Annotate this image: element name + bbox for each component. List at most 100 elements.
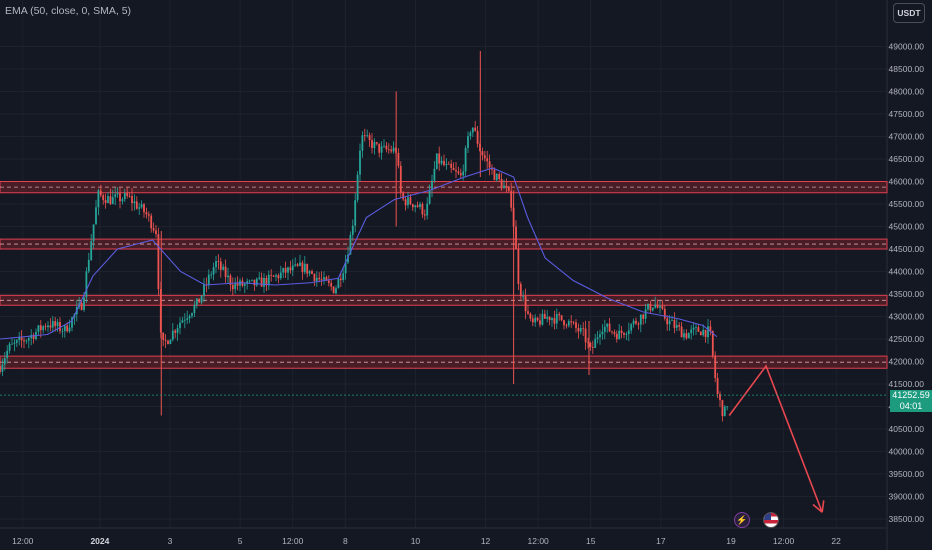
candle-body (632, 320, 635, 325)
candle-body (354, 200, 357, 226)
candle-body (99, 190, 102, 196)
candle-body (481, 151, 484, 156)
candle-body (495, 173, 498, 181)
candle-body (582, 328, 585, 329)
candle-body (361, 135, 364, 151)
us-flag-icon[interactable] (763, 512, 779, 528)
candle-body (404, 199, 407, 206)
candle-body (443, 160, 445, 166)
candle-body (330, 282, 333, 287)
price-tick-label: 40500.00 (889, 424, 925, 434)
candle-body (459, 173, 462, 176)
candle-body (512, 207, 515, 227)
candle-body (301, 262, 304, 273)
candle-body (260, 277, 263, 287)
candle-body (191, 313, 193, 317)
candle-body (567, 321, 570, 326)
candle-body (18, 337, 21, 341)
candle-body (299, 262, 301, 266)
candle-body (397, 152, 400, 166)
candle-body (606, 323, 609, 327)
candle-body (464, 147, 467, 172)
candle-body (668, 320, 671, 325)
candle-body (332, 286, 335, 294)
candle-body (642, 314, 645, 319)
candle-body (450, 163, 453, 168)
candle-body (49, 325, 52, 328)
candle-body (87, 259, 90, 272)
candle-body (675, 325, 678, 328)
candle-body (431, 180, 433, 191)
candle-body (714, 355, 717, 379)
candle-body (107, 196, 109, 203)
candle-body (20, 337, 23, 341)
price-tick-label: 39000.00 (889, 492, 925, 502)
candle-body (587, 342, 589, 344)
candle-body (109, 196, 112, 205)
candle-body (284, 268, 287, 273)
time-tick-label: 15 (586, 536, 596, 546)
ema-polyline (0, 167, 718, 340)
candle-body (455, 169, 457, 172)
candle-body (416, 205, 419, 207)
candle-body (258, 277, 261, 279)
indicator-legend[interactable]: EMA (50, close, 0, SMA, 5) (5, 5, 132, 17)
candle-body (591, 346, 594, 348)
candle-body (0, 366, 1, 372)
candle-body (39, 325, 42, 331)
candle-body (630, 324, 633, 331)
candle-body (80, 303, 83, 310)
candle-body (387, 149, 390, 151)
candle-body (236, 283, 239, 286)
candle-body (296, 264, 299, 266)
candle-body (656, 304, 659, 308)
candle-body (654, 304, 657, 308)
candle-body (716, 378, 719, 394)
candle-body (90, 241, 93, 260)
candle-body (649, 303, 652, 311)
candle-body (231, 284, 234, 290)
time-axis[interactable]: 12:00 2024 3 5 12:00 8 10 12 12:00 15 17 19 12:00 22 (12, 536, 841, 546)
candle-body (373, 142, 376, 149)
candle-body (167, 340, 169, 344)
currency-button[interactable]: USDT (893, 3, 925, 23)
candle-body (479, 143, 481, 152)
candle-body (678, 325, 681, 327)
time-tick-label: 3 (168, 536, 173, 546)
candle-body (251, 279, 253, 281)
candle-body (383, 145, 385, 147)
time-tick-label: 17 (656, 536, 666, 546)
candle-body (584, 328, 587, 343)
price-tick-label: 42000.00 (889, 357, 925, 367)
candle-body (219, 261, 222, 270)
flash-icon[interactable]: ⚡ (734, 512, 750, 528)
candle-body (95, 207, 97, 225)
candle-body (395, 147, 397, 153)
candle-body (337, 278, 340, 289)
candle-body (59, 322, 61, 332)
candle-body (543, 313, 546, 319)
candle-body (102, 195, 105, 201)
price-tick-label: 40000.00 (889, 447, 925, 457)
candle-body (327, 280, 330, 283)
candle-body (659, 306, 661, 308)
current-price-badge: 41252.59 04:01 (890, 390, 932, 412)
price-tick-label: 39500.00 (889, 469, 925, 479)
candle-body (476, 130, 479, 144)
candle-body (565, 325, 568, 327)
candle-body (529, 313, 532, 319)
candle-body (723, 406, 726, 417)
candle-body (325, 277, 328, 281)
candle-body (308, 271, 311, 274)
candle-body (546, 316, 549, 319)
candle-body (505, 185, 508, 187)
price-tick-label: 44500.00 (889, 244, 925, 254)
candle-body (344, 262, 347, 274)
candle-body (320, 279, 323, 280)
candle-body (726, 406, 729, 408)
candle-body (445, 163, 448, 166)
candle-body (282, 268, 285, 273)
time-tick-label: 2024 (90, 536, 109, 546)
